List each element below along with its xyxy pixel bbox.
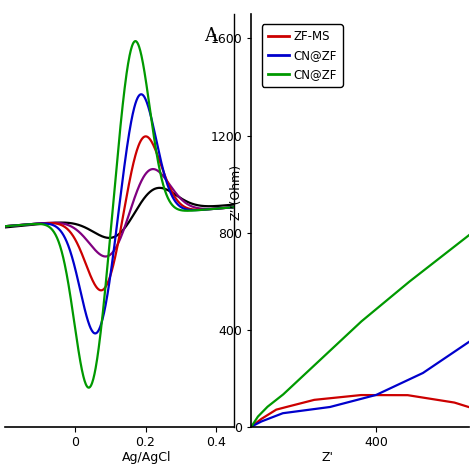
Text: A: A [204,27,217,45]
Text: Z’’(Ohm): Z’’(Ohm) [229,164,242,220]
Legend: ZF-MS, CN@ZF, CN@ZF: ZF-MS, CN@ZF, CN@ZF [262,24,343,87]
X-axis label: Z': Z' [322,451,334,465]
X-axis label: Ag/AgCl: Ag/AgCl [122,451,171,465]
